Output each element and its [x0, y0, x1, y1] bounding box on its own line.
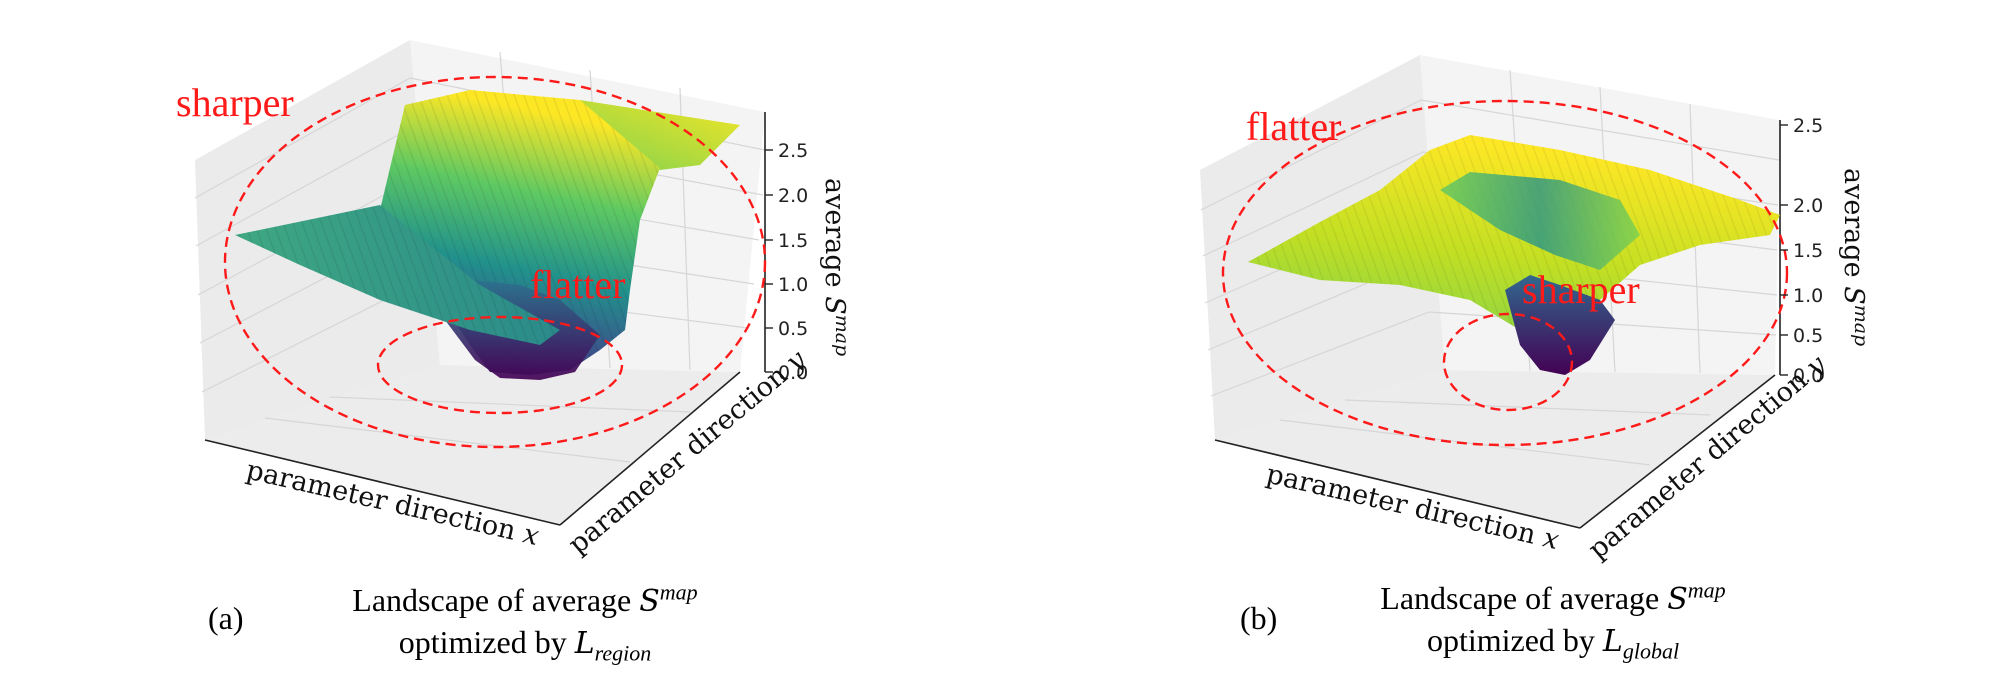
annotation-outer: sharper [176, 80, 294, 125]
outer-region-ellipse [1221, 99, 1789, 447]
panel-b: flatter sharper 0.0 0.5 1.0 1.5 2.0 2.5 … [1000, 0, 2000, 689]
z-tick-label: 0.5 [1793, 325, 1823, 347]
panel-label-b: (b) [1240, 600, 1278, 636]
z-tick-label: 0.0 [778, 362, 808, 384]
surface-flap-stripes [235, 205, 560, 345]
outer-region-ellipse [223, 75, 767, 449]
inner-region-ellipse [1442, 312, 1574, 412]
z-axis-label: average Smap [1838, 168, 1872, 346]
z-tick-label: 2.5 [778, 140, 808, 162]
z-tick-label: 0.0 [1793, 365, 1823, 387]
x-axis-line [204, 439, 561, 526]
z-axis-label: average Smap [819, 178, 853, 356]
panel-a: sharper flatter 0.0 0.5 1.0 1.5 2.0 2.5 … [176, 40, 853, 664]
z-tick-label: 2.5 [1793, 115, 1823, 137]
inner-region-ellipse [376, 315, 624, 415]
z-tick-label: 1.5 [1793, 240, 1823, 262]
panel-label-a: (a) [208, 600, 244, 636]
caption-b-line2: optimized by Lglobal [1426, 622, 1680, 664]
caption-a: Landscape of average Smap optimized by L… [290, 580, 760, 664]
surface-stripes [1248, 135, 1780, 340]
floor-pane [1215, 370, 1775, 528]
z-tick-label: 2.0 [778, 185, 808, 207]
z-tick-label: 1.0 [1793, 285, 1823, 307]
caption-a-line2: optimized by Lregion [398, 624, 652, 666]
caption-b-line1: Landscape of average Smap [1380, 577, 1726, 617]
surface-ridge-band [1440, 172, 1640, 270]
annotation-inner: flatter [530, 262, 626, 307]
annotation-inner: sharper [1522, 267, 1640, 312]
z-ticks-b: 0.0 0.5 1.0 1.5 2.0 2.5 [1780, 115, 1823, 387]
y-axis-line [559, 371, 741, 526]
axes-lines [1214, 120, 1781, 529]
surface-b [1248, 135, 1780, 375]
caption-a-line1: Landscape of average Smap [352, 579, 698, 619]
z-tick-label: 0.5 [778, 318, 808, 340]
plot-b: flatter sharper 0.0 0.5 1.0 1.5 2.0 2.5 … [1200, 55, 1872, 565]
surface-basin [1505, 275, 1615, 375]
z-tick-label: 1.5 [778, 230, 808, 252]
plot-a: sharper flatter 0.0 0.5 1.0 1.5 2.0 2.5 … [176, 40, 853, 560]
caption-b: Landscape of average Smap optimized by L… [1318, 578, 1788, 662]
y-axis-line [1579, 374, 1776, 529]
z-tick-label: 1.0 [778, 274, 808, 296]
surface-a [235, 90, 740, 380]
annotation-outer: flatter [1246, 104, 1342, 149]
z-tick-label: 2.0 [1793, 195, 1823, 217]
x-axis-line [1214, 439, 1581, 529]
z-ticks-a: 0.0 0.5 1.0 1.5 2.0 2.5 [765, 140, 808, 384]
